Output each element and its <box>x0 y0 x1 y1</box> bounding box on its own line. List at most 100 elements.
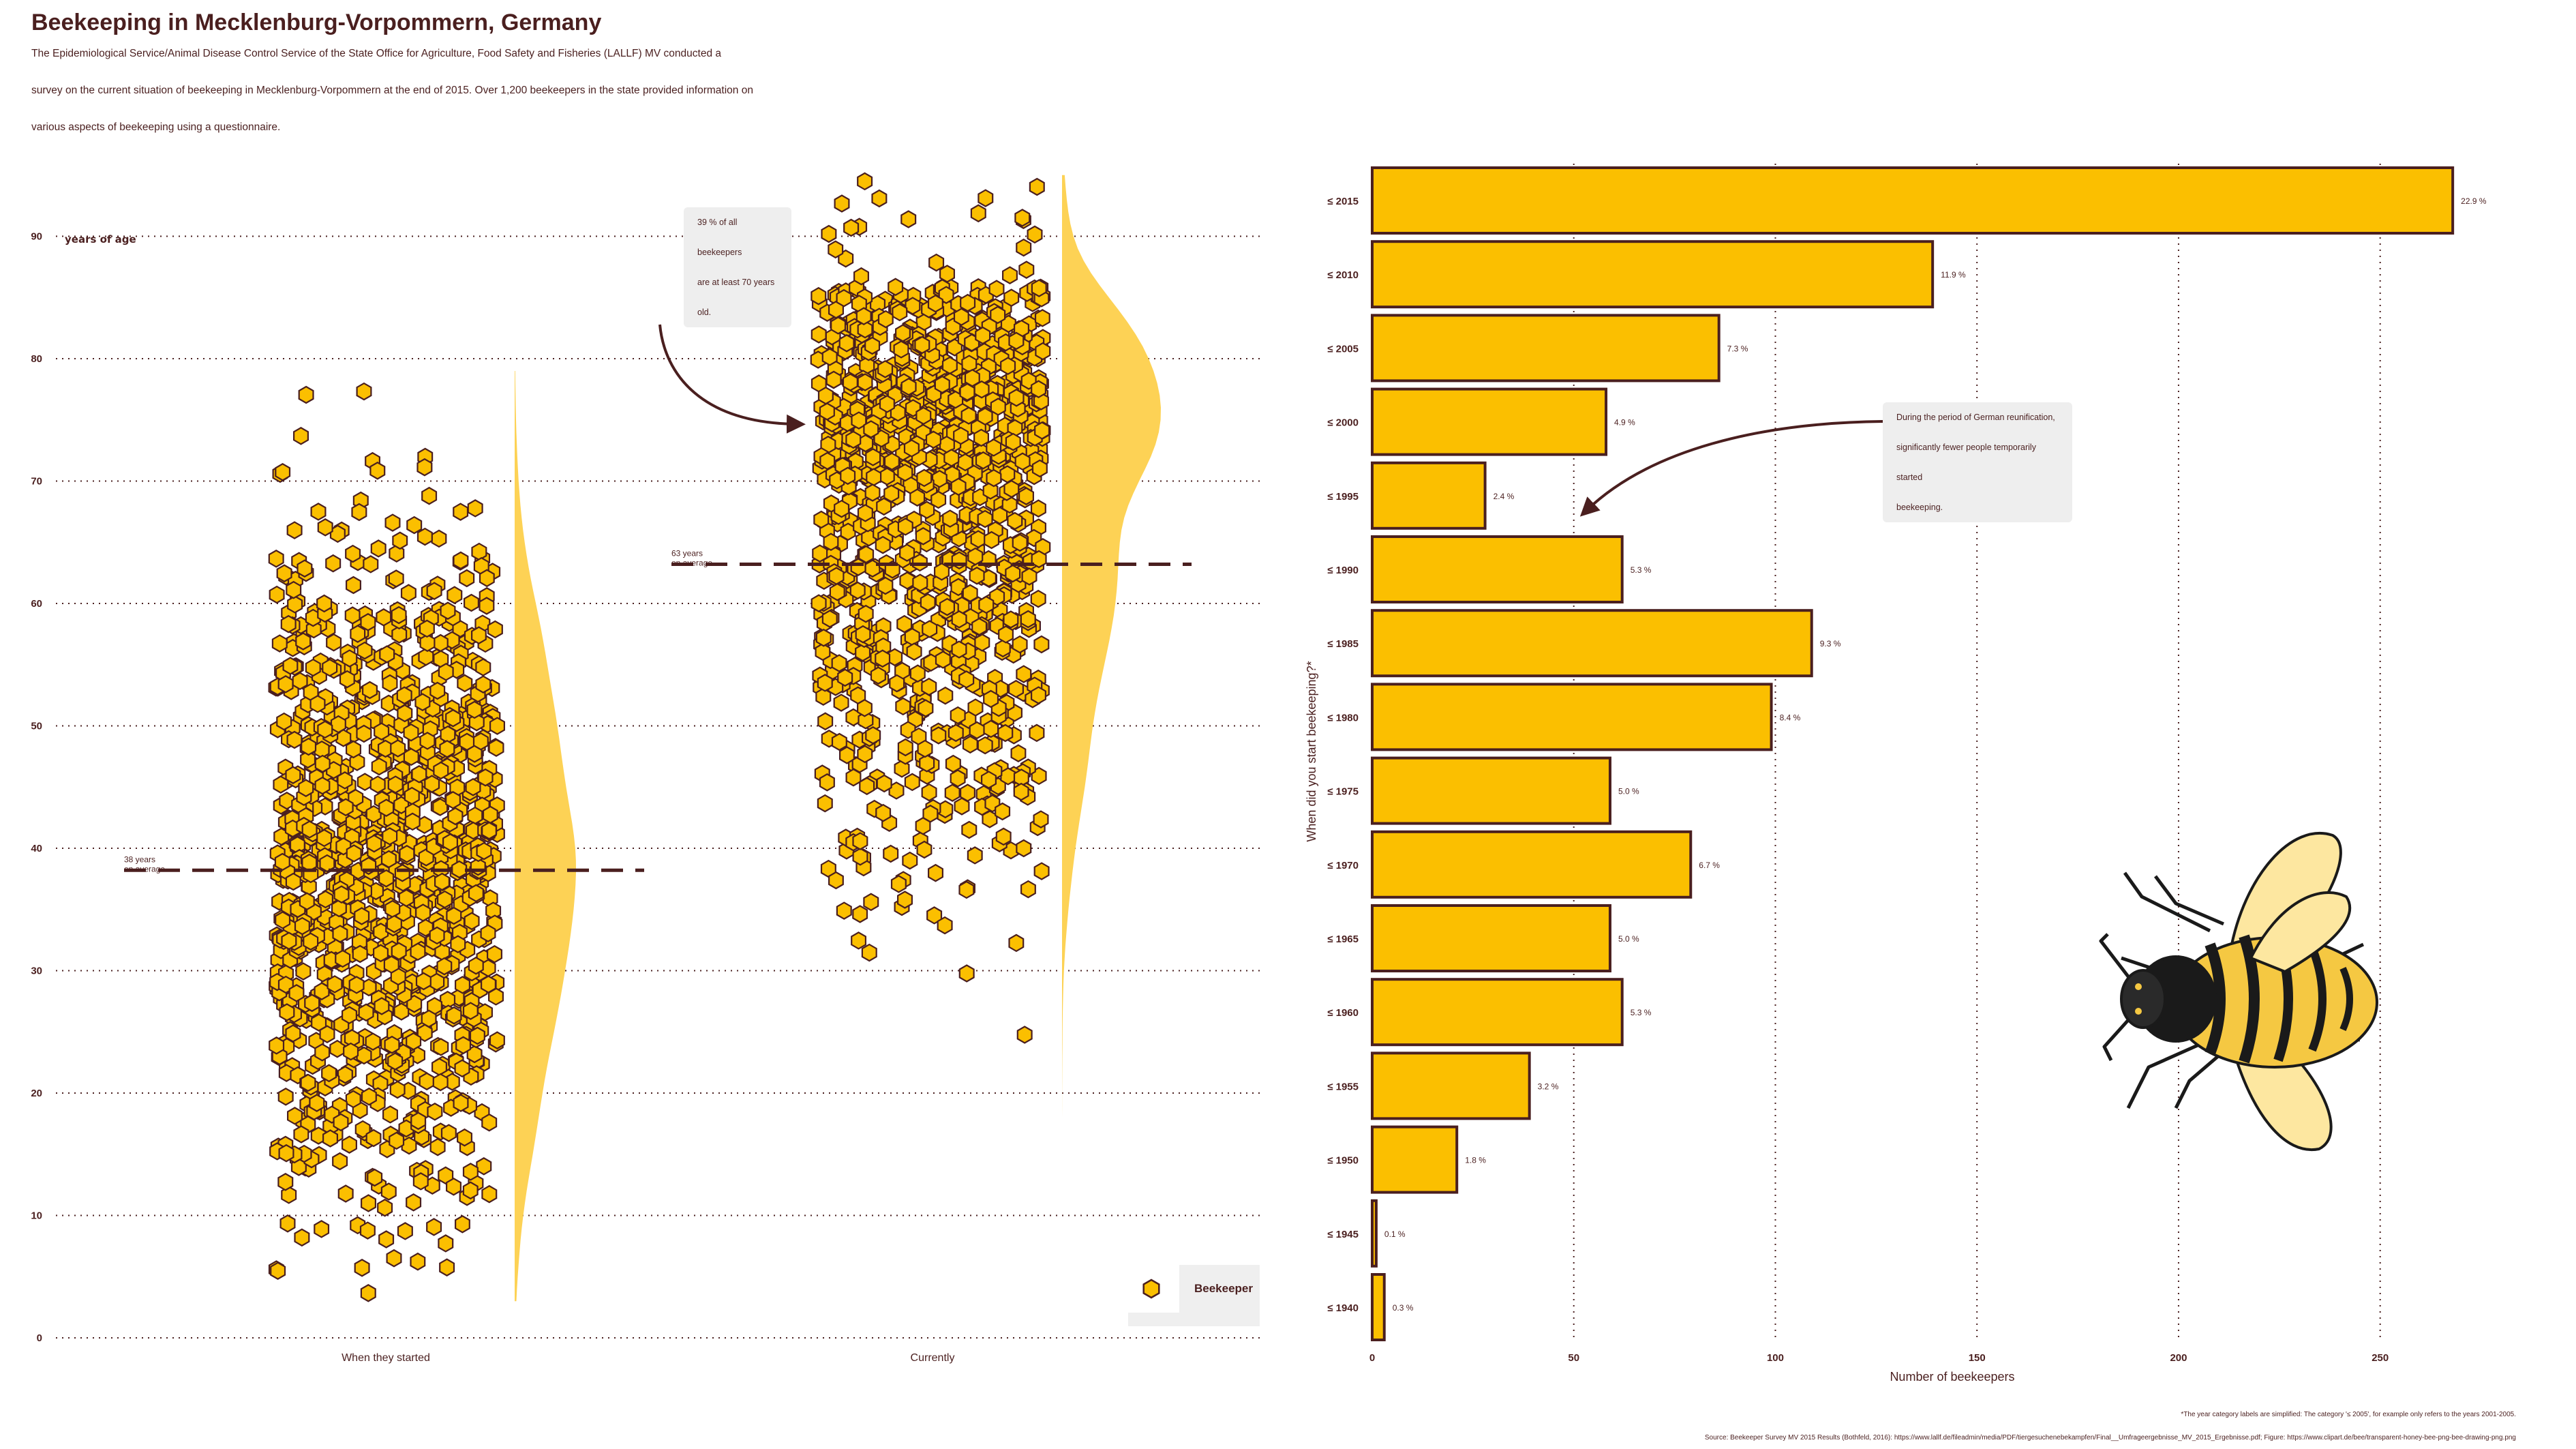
beekeeper-dot <box>429 926 445 945</box>
strip-y-tick-label: 90 <box>31 231 42 243</box>
beekeeper-dot <box>305 620 322 639</box>
beekeeper-dot <box>977 509 993 528</box>
beekeeper-dot <box>275 463 291 481</box>
beekeeper-dot <box>479 569 495 588</box>
beekeeper-dot <box>857 373 873 391</box>
beekeeper-dot <box>410 1252 426 1271</box>
beekeeper-dot <box>330 715 346 734</box>
beekeeper-dot <box>277 1088 294 1106</box>
beekeeper-dot <box>1012 533 1028 552</box>
beekeeper-dot <box>317 518 333 537</box>
beekeeper-dot <box>462 1163 479 1181</box>
beekeeper-dot <box>852 848 868 866</box>
beekeeper-dot <box>380 1182 397 1201</box>
beekeeper-dot <box>931 470 948 488</box>
bar <box>1371 314 1721 383</box>
bar-x-tick-label: 50 <box>1568 1352 1579 1364</box>
beekeeper-dot <box>1007 511 1023 531</box>
beekeeper-dot <box>432 633 449 653</box>
beekeeper-dot <box>378 869 395 888</box>
beekeeper-dot <box>337 798 354 817</box>
beekeeper-dot <box>875 649 891 668</box>
beekeeper-dot <box>971 617 988 636</box>
page-title: Beekeeping in Mecklenburg-Vorpommern, Ge… <box>31 10 602 35</box>
beekeeper-dot <box>293 1125 309 1144</box>
beekeeper-dot <box>819 451 836 470</box>
bar-value-label: 5.3 % <box>1631 1008 1652 1017</box>
bar-category-label: ≤ 2000 <box>1327 417 1359 429</box>
beekeeper-dot <box>856 699 873 717</box>
beekeeper-dot <box>919 501 935 520</box>
beekeeper-dot <box>456 1128 473 1147</box>
beekeeper-dot <box>995 827 1012 846</box>
bar <box>1371 240 1935 309</box>
beekeeper-dot <box>850 558 866 576</box>
beekeeper-dot <box>288 984 305 1002</box>
beekeeper-dot <box>377 1198 393 1217</box>
beekeeper-dot <box>812 544 828 563</box>
beekeeper-dot <box>439 1258 455 1276</box>
beekeeper-dot <box>270 1261 286 1280</box>
bar-x-tick-label: 100 <box>1767 1352 1784 1364</box>
beekeeper-dot <box>1030 589 1046 608</box>
beekeeper-dot <box>487 620 503 639</box>
beekeeper-dot <box>1008 933 1025 953</box>
beekeeper-dot <box>895 697 911 716</box>
beekeeper-dot <box>469 1026 485 1045</box>
beekeeper-dot <box>429 681 446 700</box>
beekeeper-dot <box>875 803 892 822</box>
beekeeper-dot <box>870 666 886 685</box>
beekeeper-dot <box>466 700 483 719</box>
beekeeper-dot <box>421 486 438 505</box>
beekeeper-dot <box>419 619 435 638</box>
beekeeper-dot <box>446 1006 462 1025</box>
beekeeper-dot <box>415 972 431 991</box>
beekeeper-dot <box>921 677 937 696</box>
beekeeper-dot <box>297 559 313 578</box>
beekeeper-dot <box>271 634 288 653</box>
beekeeper-dot <box>346 844 362 863</box>
beekeeper-dot <box>950 477 967 496</box>
beekeeper-dot <box>453 551 469 570</box>
beekeeper-dot <box>903 439 920 458</box>
beekeeper-dot <box>332 1152 348 1171</box>
beekeeper-dot <box>877 360 894 378</box>
beekeeper-dot <box>837 668 853 687</box>
beekeeper-dot <box>899 543 915 562</box>
beekeeper-dot <box>378 798 395 817</box>
bar-value-label: 11.9 % <box>1941 270 1966 280</box>
beekeeper-dot <box>1033 862 1050 880</box>
beekeeper-dot <box>391 942 407 961</box>
beekeeper-dot <box>432 798 449 816</box>
beekeeper-dot <box>379 645 395 663</box>
beekeeper-dot <box>412 1172 429 1191</box>
beekeeper-dot <box>342 1006 358 1024</box>
beekeeper-dot <box>888 278 904 297</box>
beekeeper-dot <box>855 625 871 644</box>
beekeeper-dot <box>346 740 362 759</box>
beekeeper-dot <box>861 943 877 962</box>
beekeeper-dot <box>1021 567 1037 586</box>
beekeeper-dot <box>1013 782 1029 801</box>
beekeeper-dot <box>958 880 975 899</box>
beekeeper-dot <box>472 732 489 751</box>
beekeeper-dot <box>424 775 440 793</box>
bar <box>1371 1125 1459 1194</box>
beekeeper-dot <box>416 458 433 477</box>
beekeeper-dot <box>1016 665 1032 683</box>
beekeeper-dot <box>935 651 951 669</box>
beekeeper-dot <box>834 194 850 213</box>
beekeeper-dot <box>397 704 413 723</box>
beekeeper-dot <box>925 430 941 449</box>
beekeeper-dot <box>914 335 930 355</box>
beekeeper-dot <box>388 569 404 588</box>
beekeeper-dot <box>919 754 935 773</box>
beekeeper-dot <box>286 730 303 749</box>
beekeeper-dot <box>286 580 302 599</box>
bar <box>1371 756 1611 825</box>
beekeeper-dot <box>896 891 913 909</box>
beekeeper-dot <box>339 670 355 689</box>
beekeeper-dot <box>400 584 416 602</box>
bar-value-label: 7.3 % <box>1727 344 1748 353</box>
beekeeper-dot <box>973 380 990 399</box>
